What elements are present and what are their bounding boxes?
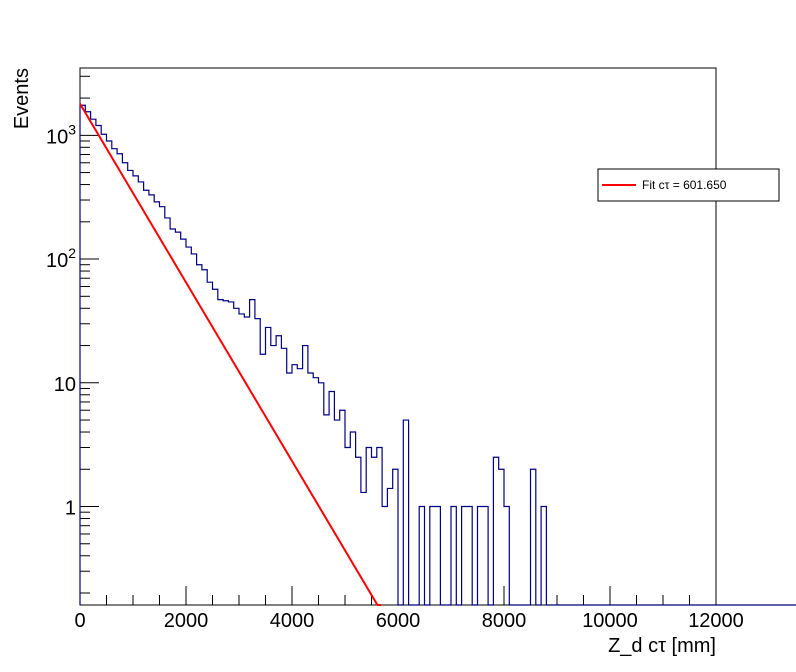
x-tick-label: 4000 — [270, 610, 315, 632]
x-axis-title: Z_d cτ [mm] — [608, 635, 716, 657]
y-tick-base: 10 — [46, 126, 68, 148]
x-tick-label: 10000 — [582, 610, 638, 632]
legend-fit-label: Fit cτ = 601.650 — [642, 178, 727, 192]
y-tick-label: 102 — [46, 245, 76, 272]
y-tick-label: 1 — [65, 498, 76, 520]
x-tick-label: 12000 — [688, 610, 744, 632]
y-tick-label: 103 — [46, 121, 76, 148]
x-axis-ticks: 0 2000 4000 6000 8000 10000 12000 — [74, 586, 744, 632]
histogram-series — [79, 104, 796, 606]
fit-curve — [79, 103, 382, 606]
x-tick-label: 0 — [74, 610, 85, 632]
y-tick-exponent: 3 — [68, 121, 76, 137]
y-axis-title: Events — [11, 68, 33, 129]
y-tick-label: 10 — [54, 374, 76, 396]
y-tick-base: 10 — [46, 250, 68, 272]
x-tick-label: 6000 — [376, 610, 421, 632]
y-tick-exponent: 2 — [68, 245, 76, 261]
legend: Fit cτ = 601.650 — [597, 168, 780, 202]
x-tick-label: 8000 — [482, 610, 527, 632]
x-tick-label: 2000 — [164, 610, 209, 632]
